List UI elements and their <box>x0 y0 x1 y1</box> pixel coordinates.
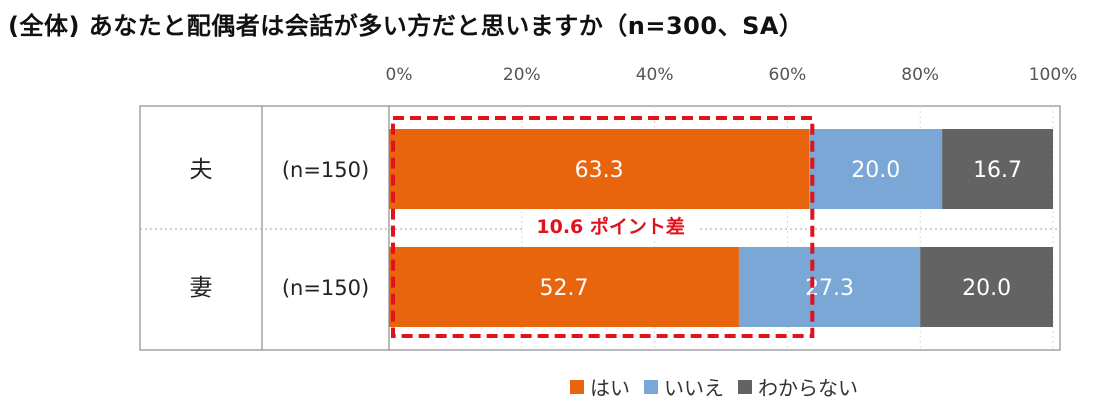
legend-swatch-yes <box>570 379 584 394</box>
category-label: 夫 <box>190 157 213 183</box>
x-tick-label: 40% <box>636 65 674 85</box>
bar-segment <box>942 129 1053 209</box>
bar-segment <box>809 129 943 209</box>
annotation-dashed-box <box>391 116 815 338</box>
legend-item-yes: はい <box>570 372 630 401</box>
chart-title: (全体) あなたと配偶者は会話が多い方だと思いますか（n=300、SA） <box>8 12 804 40</box>
sample-size-label: (n=150) <box>282 158 369 182</box>
data-label: 52.7 <box>539 276 588 301</box>
data-label: 16.7 <box>973 158 1022 183</box>
x-tick-label: 20% <box>503 65 541 85</box>
legend-swatch-unknown <box>738 379 752 394</box>
sample-size-label: (n=150) <box>282 276 369 300</box>
x-tick-label: 80% <box>901 65 939 85</box>
bar-segment <box>389 129 810 209</box>
legend-item-unknown: わからない <box>738 372 858 401</box>
data-label: 20.0 <box>962 276 1011 301</box>
bar-segment <box>389 247 739 327</box>
legend: はい いいえ わからない <box>570 372 858 401</box>
table-frame <box>139 105 1061 351</box>
legend-item-no: いいえ <box>644 372 724 401</box>
annotation-label-bg <box>522 212 699 240</box>
legend-label-unknown: わからない <box>758 376 858 400</box>
x-tick-label: 0% <box>386 65 413 85</box>
legend-label-yes: はい <box>590 376 630 400</box>
legend-swatch-no <box>644 379 658 394</box>
bar-segment <box>738 247 921 327</box>
x-tick-label: 60% <box>769 65 807 85</box>
annotation-label: 10.6 ポイント差 <box>536 215 685 238</box>
bar-segment <box>920 247 1053 327</box>
data-label: 20.0 <box>851 158 900 183</box>
category-label: 妻 <box>190 275 213 301</box>
legend-label-no: いいえ <box>664 376 724 400</box>
data-label: 63.3 <box>575 158 624 183</box>
x-tick-label: 100% <box>1029 65 1078 85</box>
